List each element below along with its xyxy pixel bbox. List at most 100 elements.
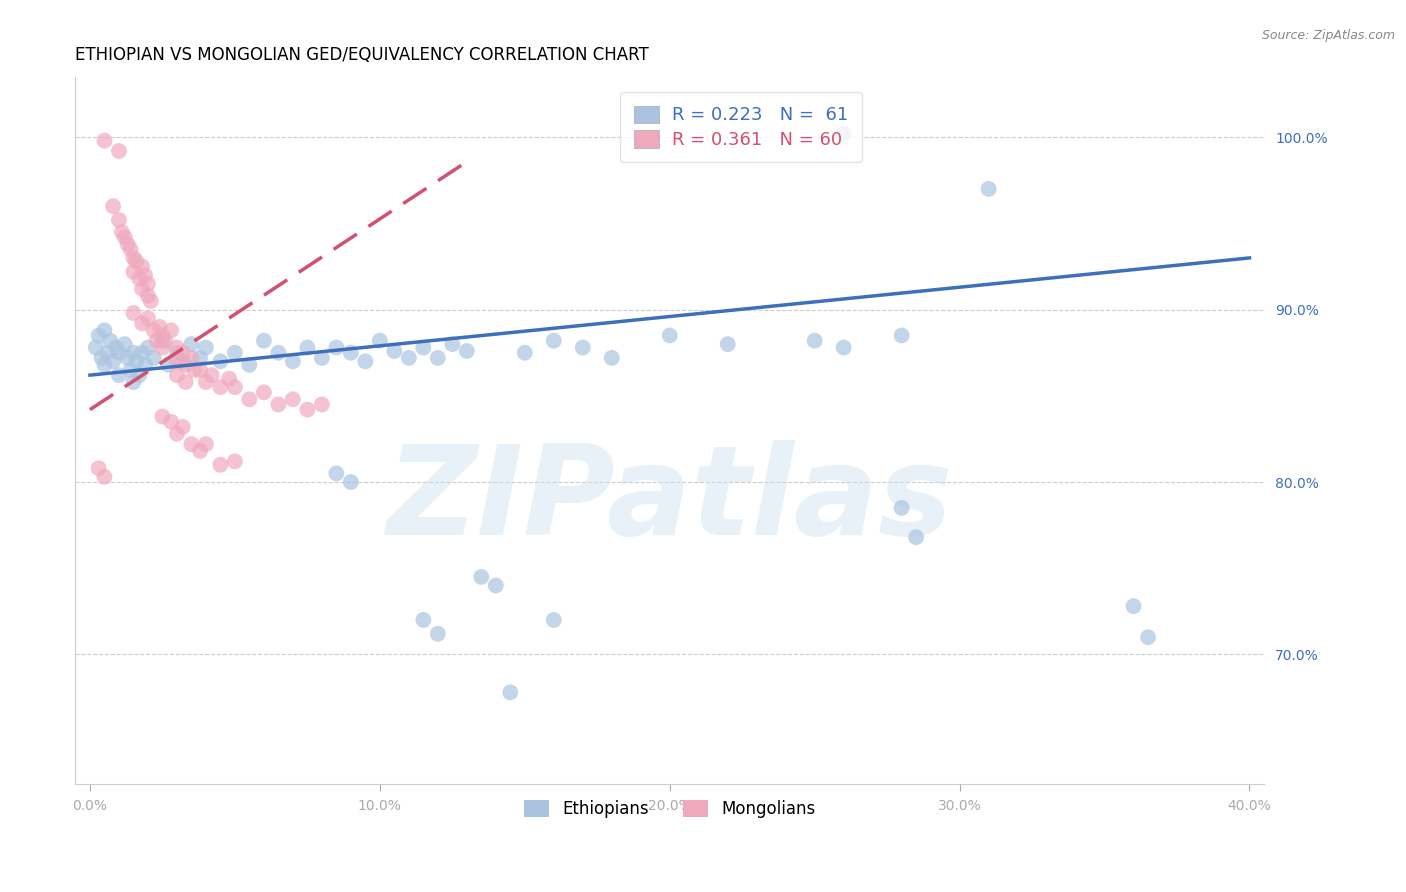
Point xyxy=(122,251,145,265)
Point xyxy=(131,345,153,359)
Point xyxy=(90,351,112,365)
Point xyxy=(120,363,142,377)
Point xyxy=(152,341,174,355)
Point xyxy=(87,461,110,475)
Point xyxy=(114,337,136,351)
Point xyxy=(180,437,202,451)
Point xyxy=(131,260,153,274)
Point xyxy=(470,570,492,584)
Point xyxy=(108,213,131,227)
Point xyxy=(155,334,177,348)
Point xyxy=(148,319,170,334)
Point xyxy=(166,345,188,359)
Point xyxy=(499,685,522,699)
Point xyxy=(890,328,912,343)
Point xyxy=(172,345,194,359)
Point xyxy=(128,368,150,383)
Point xyxy=(209,354,232,368)
Point xyxy=(340,345,363,359)
Point xyxy=(398,351,420,365)
Point xyxy=(658,328,681,343)
Point xyxy=(238,392,260,407)
Point xyxy=(803,334,825,348)
Text: Source: ZipAtlas.com: Source: ZipAtlas.com xyxy=(1261,29,1395,42)
Point xyxy=(117,351,139,365)
Point xyxy=(412,613,434,627)
Point xyxy=(122,375,145,389)
Point xyxy=(122,306,145,320)
Point xyxy=(174,375,197,389)
Point xyxy=(180,351,202,365)
Point xyxy=(183,363,205,377)
Point xyxy=(125,354,148,368)
Point xyxy=(136,289,159,303)
Point xyxy=(157,358,180,372)
Point xyxy=(426,351,449,365)
Point xyxy=(543,613,565,627)
Point xyxy=(125,254,148,268)
Point xyxy=(441,337,464,351)
Point xyxy=(84,341,107,355)
Point xyxy=(131,282,153,296)
Point xyxy=(209,458,232,472)
Point xyxy=(267,397,290,411)
Point xyxy=(977,182,1000,196)
Point xyxy=(166,341,188,355)
Point xyxy=(101,354,124,368)
Point xyxy=(267,345,290,359)
Point xyxy=(224,345,246,359)
Point xyxy=(890,500,912,515)
Point xyxy=(311,351,333,365)
Point xyxy=(172,420,194,434)
Point xyxy=(224,380,246,394)
Point xyxy=(297,341,319,355)
Point xyxy=(194,437,217,451)
Point xyxy=(152,409,174,424)
Point xyxy=(218,371,240,385)
Point xyxy=(201,368,224,383)
Point xyxy=(172,354,194,368)
Point xyxy=(456,344,478,359)
Point xyxy=(297,402,319,417)
Point xyxy=(160,323,183,337)
Point xyxy=(354,354,377,368)
Point xyxy=(152,334,174,348)
Point xyxy=(108,144,131,158)
Point xyxy=(108,345,131,359)
Point xyxy=(114,230,136,244)
Point xyxy=(134,268,156,282)
Point xyxy=(426,626,449,640)
Point xyxy=(136,311,159,326)
Point xyxy=(194,341,217,355)
Point xyxy=(543,334,565,348)
Legend: Ethiopians, Mongolians: Ethiopians, Mongolians xyxy=(517,793,823,825)
Point xyxy=(120,242,142,256)
Point xyxy=(111,225,134,239)
Point xyxy=(142,351,165,365)
Point xyxy=(1122,599,1144,614)
Point xyxy=(717,337,740,351)
Point xyxy=(98,334,121,348)
Point xyxy=(368,334,391,348)
Point xyxy=(188,363,211,377)
Point xyxy=(340,475,363,489)
Point xyxy=(188,351,211,365)
Point xyxy=(209,380,232,394)
Point xyxy=(238,358,260,372)
Point xyxy=(571,341,593,355)
Point xyxy=(253,334,276,348)
Point xyxy=(194,375,217,389)
Point xyxy=(311,397,333,411)
Point xyxy=(253,385,276,400)
Point xyxy=(166,426,188,441)
Point xyxy=(145,334,167,348)
Point xyxy=(87,328,110,343)
Point xyxy=(93,470,115,484)
Point xyxy=(134,358,156,372)
Point xyxy=(160,415,183,429)
Point xyxy=(166,354,188,368)
Point xyxy=(93,134,115,148)
Point xyxy=(905,530,928,544)
Point xyxy=(131,317,153,331)
Point xyxy=(152,328,174,343)
